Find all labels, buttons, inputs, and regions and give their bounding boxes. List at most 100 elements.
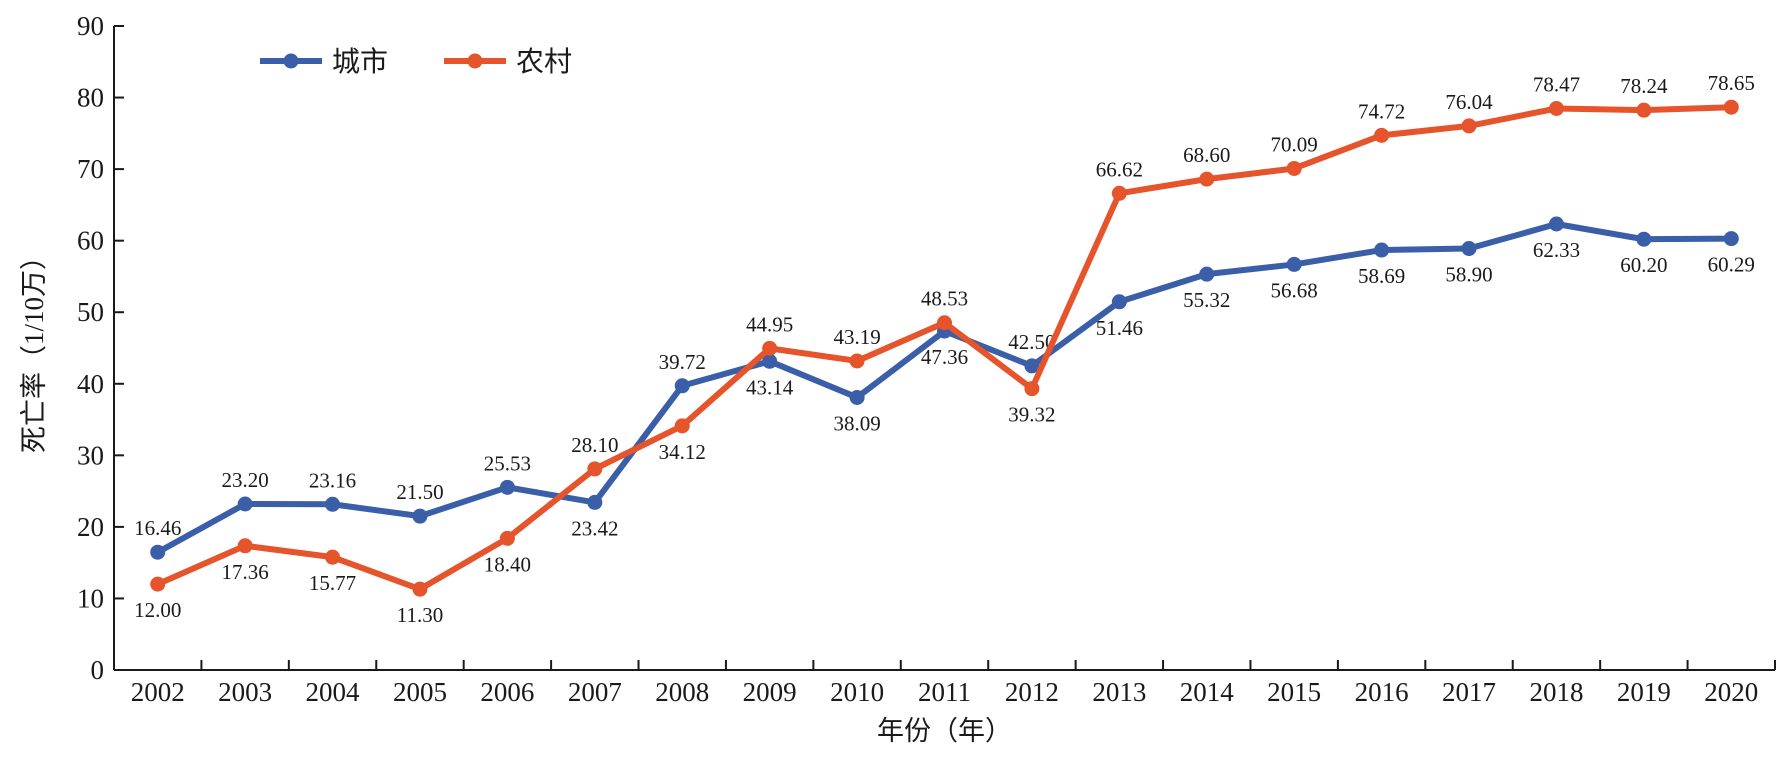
data-label: 18.40 — [484, 552, 531, 576]
x-tick-label: 2009 — [743, 677, 797, 707]
data-label: 12.00 — [134, 598, 181, 622]
data-label: 74.72 — [1358, 99, 1405, 123]
data-point — [1723, 231, 1739, 247]
data-label: 16.46 — [134, 516, 181, 540]
data-point — [325, 549, 341, 565]
y-tick-label: 80 — [77, 83, 104, 113]
x-tick-label: 2012 — [1005, 677, 1059, 707]
data-label: 62.33 — [1533, 238, 1580, 262]
x-tick-label: 2020 — [1704, 677, 1758, 707]
y-tick-label: 60 — [77, 226, 104, 256]
data-point — [1024, 381, 1040, 397]
data-label: 25.53 — [484, 451, 531, 475]
data-label: 78.65 — [1708, 71, 1755, 95]
x-tick-label: 2005 — [393, 677, 447, 707]
y-tick-label: 0 — [91, 655, 105, 685]
series-line — [154, 220, 1735, 556]
y-axis-title: 死亡率（1/10万） — [19, 243, 49, 453]
data-point — [412, 581, 428, 597]
data-label: 23.42 — [571, 516, 618, 540]
series-2: 12.00 17.36 15.77 11.30 18.40 28.10 34.12 44.95… — [134, 71, 1755, 627]
data-label: 56.68 — [1271, 278, 1318, 302]
data-label: 78.47 — [1533, 73, 1580, 97]
data-point — [1286, 256, 1302, 272]
data-point — [849, 389, 865, 405]
data-label: 76.04 — [1445, 90, 1493, 114]
x-tick-label: 2016 — [1355, 677, 1409, 707]
data-point — [1374, 242, 1390, 258]
x-tick-label: 2015 — [1267, 677, 1321, 707]
data-label: 51.46 — [1096, 316, 1143, 340]
data-label: 11.30 — [397, 603, 443, 627]
data-label: 23.16 — [309, 468, 356, 492]
data-point — [587, 494, 603, 510]
data-label: 48.53 — [921, 287, 968, 311]
data-point — [674, 418, 690, 434]
y-tick-label: 10 — [77, 583, 104, 613]
data-label: 47.36 — [921, 345, 968, 369]
x-tick-label: 2013 — [1092, 677, 1146, 707]
data-point — [762, 340, 778, 356]
data-point — [1286, 160, 1302, 176]
data-point — [1199, 171, 1215, 187]
legend-label: 城市 — [332, 45, 388, 78]
x-tick-label: 2007 — [568, 677, 622, 707]
data-label: 58.69 — [1358, 264, 1405, 288]
x-tick-label: 2006 — [480, 677, 534, 707]
data-point — [237, 538, 253, 554]
data-label: 55.32 — [1183, 288, 1230, 312]
data-label: 15.77 — [309, 571, 356, 595]
x-axis-title: 年份（年） — [877, 716, 1012, 746]
data-label: 39.32 — [1008, 403, 1055, 427]
data-point — [1723, 99, 1739, 115]
data-point — [1461, 241, 1477, 257]
data-label: 78.24 — [1620, 74, 1668, 98]
x-tick-label: 2010 — [830, 677, 884, 707]
data-point — [1374, 127, 1390, 143]
data-point — [150, 576, 166, 592]
x-tick-label: 2002 — [131, 677, 185, 707]
legend-swatch-marker — [283, 53, 299, 69]
data-point — [1548, 101, 1564, 117]
y-tick-label: 30 — [77, 440, 104, 470]
data-label: 70.09 — [1271, 132, 1318, 156]
data-label: 39.72 — [659, 350, 706, 374]
x-tick-label: 2008 — [655, 677, 709, 707]
x-tick-label: 2011 — [918, 677, 971, 707]
legend-swatch-marker — [467, 53, 483, 69]
data-point — [587, 461, 603, 477]
y-tick-label: 20 — [77, 512, 104, 542]
y-tick-label: 90 — [77, 11, 104, 41]
data-point — [849, 353, 865, 369]
x-tick-label: 2004 — [306, 677, 361, 707]
data-point — [1636, 102, 1652, 118]
data-label: 23.20 — [222, 468, 269, 492]
data-label: 60.20 — [1620, 253, 1667, 277]
data-point — [1024, 358, 1040, 374]
data-label: 44.95 — [746, 312, 793, 336]
data-label: 68.60 — [1183, 143, 1230, 167]
data-point — [674, 378, 690, 394]
x-tick-label: 2003 — [218, 677, 272, 707]
data-point — [1461, 118, 1477, 134]
y-tick-label: 50 — [77, 297, 104, 327]
x-tick-label: 2014 — [1180, 677, 1235, 707]
data-point — [150, 544, 166, 560]
x-tick-label: 2017 — [1442, 677, 1496, 707]
legend-item: 城市 — [260, 45, 388, 78]
data-label: 34.12 — [659, 440, 706, 464]
data-point — [499, 530, 515, 546]
data-label: 28.10 — [571, 433, 618, 457]
data-point — [1199, 266, 1215, 282]
legend: 城市 农村 — [260, 45, 572, 78]
legend-item: 农村 — [444, 45, 572, 78]
legend-label: 农村 — [516, 45, 572, 78]
data-point — [1111, 185, 1127, 201]
data-label: 38.09 — [833, 411, 880, 435]
series-lines: 16.46 23.20 23.16 21.50 25.53 23.42 39.72 43.14… — [134, 71, 1755, 627]
data-point — [499, 479, 515, 495]
x-tick-label: 2018 — [1529, 677, 1583, 707]
y-tick-label: 70 — [77, 154, 104, 184]
